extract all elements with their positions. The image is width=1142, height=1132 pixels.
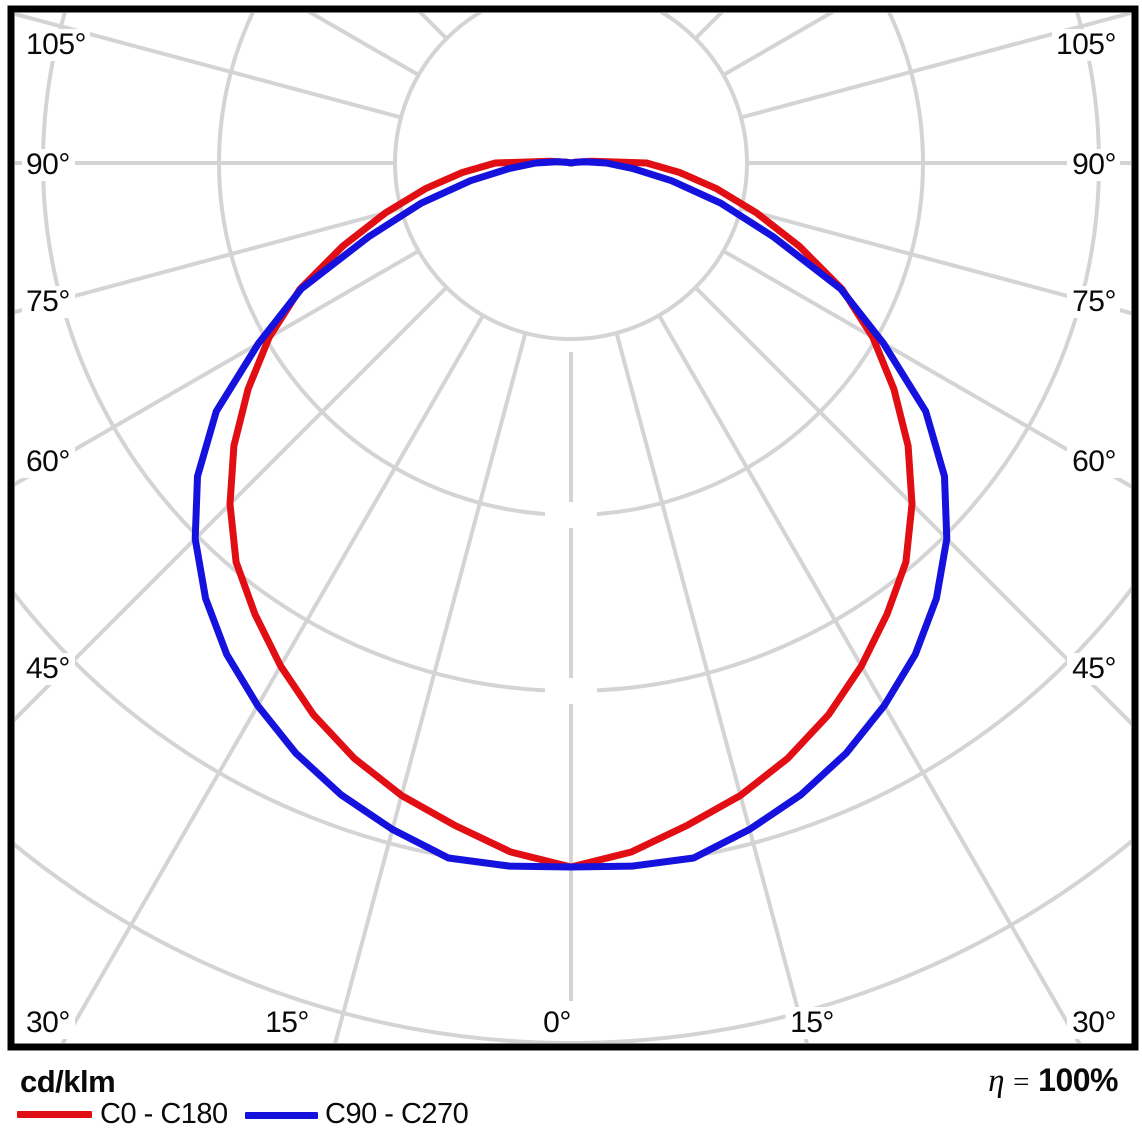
ring-value-gap: [545, 678, 597, 704]
efficiency-label: η = 100%: [988, 1062, 1118, 1100]
angle-tick-label: 75°: [1072, 285, 1116, 318]
angle-labels: 105° 90° 75° 60° 45° 105° 90° 75° 60° 45° 30° 15° 0°…: [22, 28, 1120, 1039]
chart-frame: [7, 5, 1139, 1051]
angle-tick-label: 15°: [790, 1006, 834, 1039]
angle-tick-label: 30°: [26, 1006, 70, 1039]
angle-tick-label: 45°: [26, 652, 70, 685]
legend: C0 - C180 C90 - C270: [0, 1098, 1142, 1132]
angle-tick-label: 105°: [26, 28, 86, 61]
angle-tick-label: 0°: [543, 1006, 571, 1039]
angle-tick-label: 45°: [1072, 652, 1116, 685]
units-label: cd/klm: [20, 1064, 116, 1099]
legend-label-c0: C0 - C180: [100, 1098, 228, 1130]
legend-swatch-c0: [17, 1111, 92, 1118]
ring-value-gap: [545, 502, 597, 528]
angle-tick-label: 60°: [26, 445, 70, 478]
eta-value: 100%: [1038, 1062, 1118, 1098]
angle-tick-label: 90°: [26, 148, 70, 181]
angle-tick-label: 75°: [26, 285, 70, 318]
angle-tick-label: 105°: [1056, 28, 1116, 61]
eta-equals: =: [1013, 1066, 1030, 1098]
angle-tick-label: 15°: [265, 1006, 309, 1039]
curve-c90-c270: [191, 158, 951, 871]
angle-tick-label: 90°: [1072, 148, 1116, 181]
angle-tick-label: 30°: [1072, 1006, 1116, 1039]
legend-label-c90: C90 - C270: [325, 1098, 469, 1130]
angle-tick-label: 60°: [1072, 445, 1116, 478]
legend-swatch-c90: [245, 1112, 318, 1119]
eta-symbol: η: [988, 1063, 1005, 1099]
